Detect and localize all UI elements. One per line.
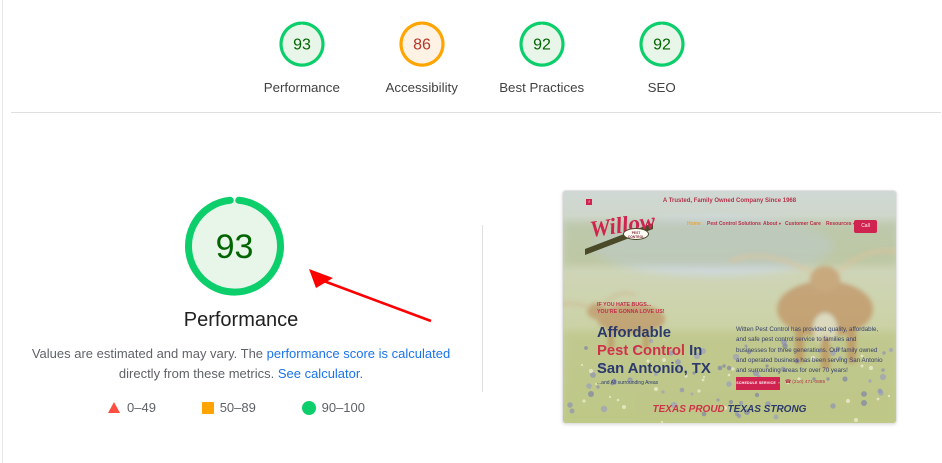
svg-text:93: 93 xyxy=(216,228,254,266)
